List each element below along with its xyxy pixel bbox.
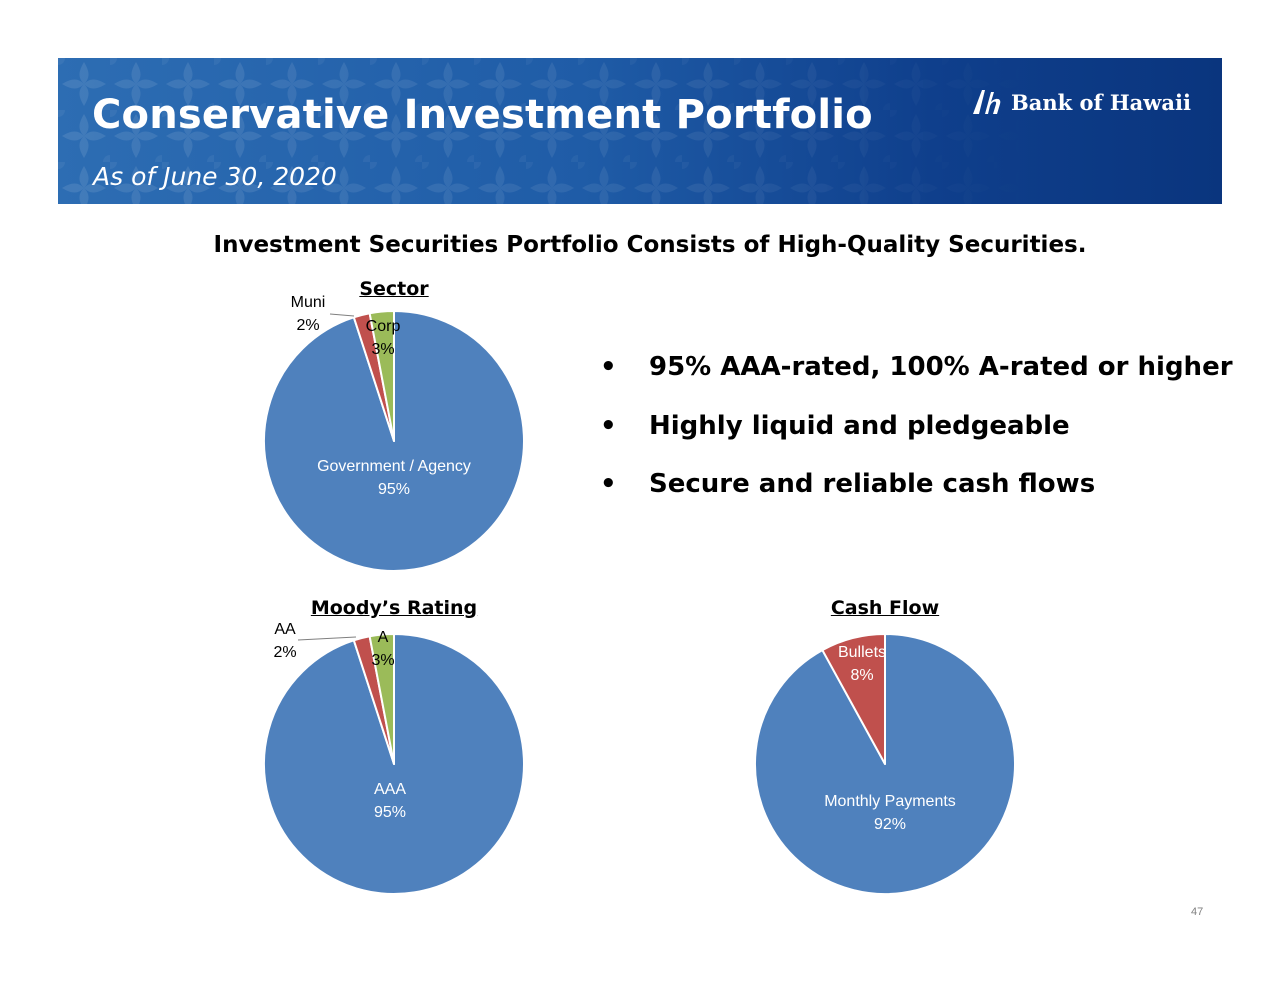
cashflow-slice-label: Bullets — [838, 644, 886, 661]
rating-slice-label: A — [378, 629, 389, 646]
bank-of-hawaii-logo-icon — [973, 90, 1001, 114]
page-number: 47 — [1191, 906, 1204, 918]
key-point: 95% AAA-rated, 100% A-rated or higher — [600, 348, 1233, 407]
cashflow-slice-percent: 92% — [874, 816, 906, 833]
key-point: Highly liquid and pledgeable — [600, 407, 1233, 466]
cashflow-chart-title: Cash Flow — [830, 597, 940, 619]
sector-chart-title: Sector — [359, 278, 429, 300]
header-banner: Conservative Investment Portfolio As of … — [58, 58, 1222, 204]
sector-leader-line — [329, 313, 355, 317]
key-points-list: 95% AAA-rated, 100% A-rated or higher Hi… — [600, 348, 1233, 524]
sector-slice-label: Corp — [366, 318, 401, 335]
brand-name: Bank of Hawaii — [1011, 89, 1191, 115]
sector-slice-percent: 3% — [371, 341, 394, 358]
rating-slice-percent: 95% — [374, 804, 406, 821]
slide-headline: Investment Securities Portfolio Consists… — [213, 232, 1087, 258]
cashflow-slice-bullets — [821, 633, 886, 765]
brand-logo: Bank of Hawaii — [971, 84, 1191, 120]
sector-slice-percent: 95% — [378, 481, 410, 498]
rating-slice-percent: 3% — [371, 652, 394, 669]
sector-slice-label: Government / Agency — [317, 458, 471, 475]
cashflow-slice-label: Monthly Payments — [824, 793, 956, 810]
cashflow-slice-percent: 8% — [850, 667, 873, 684]
sector-slice-percent: 2% — [296, 317, 319, 334]
cashflow-slice-monthly-payments — [754, 633, 1016, 895]
rating-chart-title: Moody’s Rating — [310, 597, 478, 619]
page-subtitle: As of June 30, 2020 — [93, 162, 337, 191]
banner-pattern — [58, 58, 1222, 204]
rating-slice-percent: 2% — [273, 644, 296, 661]
key-point: Secure and reliable cash flows — [600, 465, 1233, 524]
rating-slice-label: AA — [274, 621, 296, 638]
rating-slice-label: AAA — [374, 781, 406, 798]
rating-slice-a — [368, 632, 395, 765]
sector-slice-label: Muni — [291, 294, 326, 311]
rating-leader-line — [297, 636, 357, 641]
page-title: Conservative Investment Portfolio — [92, 92, 873, 138]
sector-slice-corp — [368, 309, 395, 442]
